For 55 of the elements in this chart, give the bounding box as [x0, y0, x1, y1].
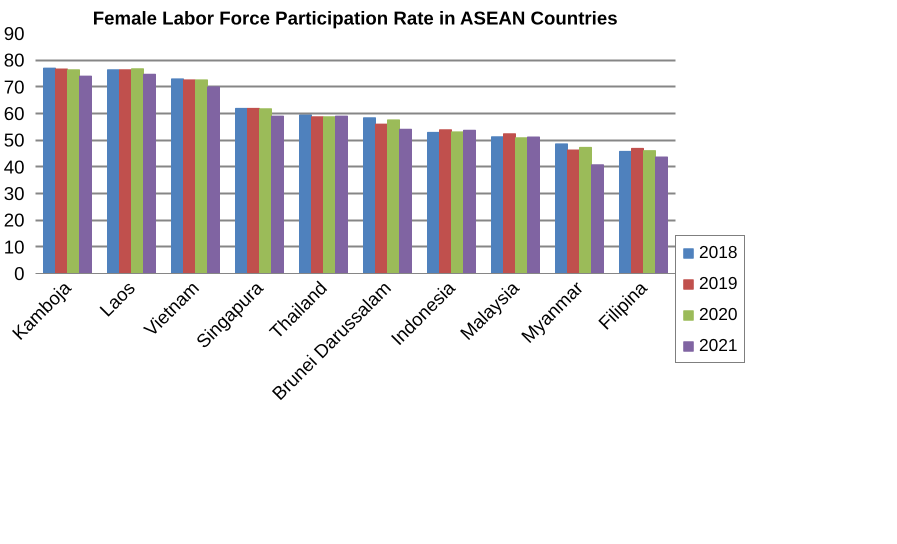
bar: [299, 114, 312, 274]
bar: [335, 116, 348, 274]
y-tick-label: 20: [4, 210, 25, 231]
bar: [427, 132, 440, 274]
legend-label: 2021: [699, 335, 738, 356]
bar: [67, 69, 80, 274]
bar: [119, 69, 132, 274]
bar: [259, 108, 272, 274]
bar: [323, 116, 336, 274]
bar: [183, 79, 196, 274]
bar: [491, 136, 504, 274]
bar: [631, 148, 644, 274]
y-tick-label: 30: [4, 183, 25, 204]
bar: [363, 117, 376, 274]
bar: [55, 68, 68, 274]
bar: [387, 119, 400, 274]
y-tick-label: 60: [4, 103, 25, 124]
legend-label: 2018: [699, 242, 738, 263]
bar: [131, 68, 144, 274]
bar: [247, 108, 260, 274]
y-tick-label: 10: [4, 236, 25, 258]
y-tick-label: 50: [4, 130, 25, 151]
bar: [107, 69, 120, 274]
y-tick-label: 70: [4, 76, 25, 98]
chart-title: Female Labor Force Participation Rate in ASEAN Countries: [92, 8, 618, 28]
bar: [311, 116, 324, 274]
bar: [439, 129, 452, 274]
bar: [591, 164, 604, 274]
bar: [655, 156, 668, 274]
bar: [143, 74, 156, 274]
bar: [43, 68, 56, 274]
y-tick-label: 0: [14, 263, 25, 284]
bar: [555, 143, 568, 274]
legend-label: 2019: [699, 273, 738, 294]
bar: [579, 146, 592, 274]
bar: [207, 86, 220, 274]
bar: [515, 137, 528, 274]
bar: [503, 133, 516, 274]
bar: [527, 136, 540, 274]
bar: [643, 150, 656, 274]
bar: [79, 76, 92, 274]
bar: [271, 116, 284, 274]
bar: [235, 108, 248, 274]
bar: [619, 150, 632, 274]
y-tick-label: 80: [4, 50, 25, 71]
bar: [195, 79, 208, 274]
bar: [399, 128, 412, 274]
bar: [567, 150, 580, 274]
legend-label: 2020: [699, 304, 738, 325]
bar: [463, 130, 476, 274]
bar: [375, 124, 388, 274]
bar: [171, 78, 184, 274]
y-tick-label: 40: [4, 156, 25, 178]
y-tick-label: 90: [4, 23, 25, 44]
bar: [451, 131, 464, 274]
